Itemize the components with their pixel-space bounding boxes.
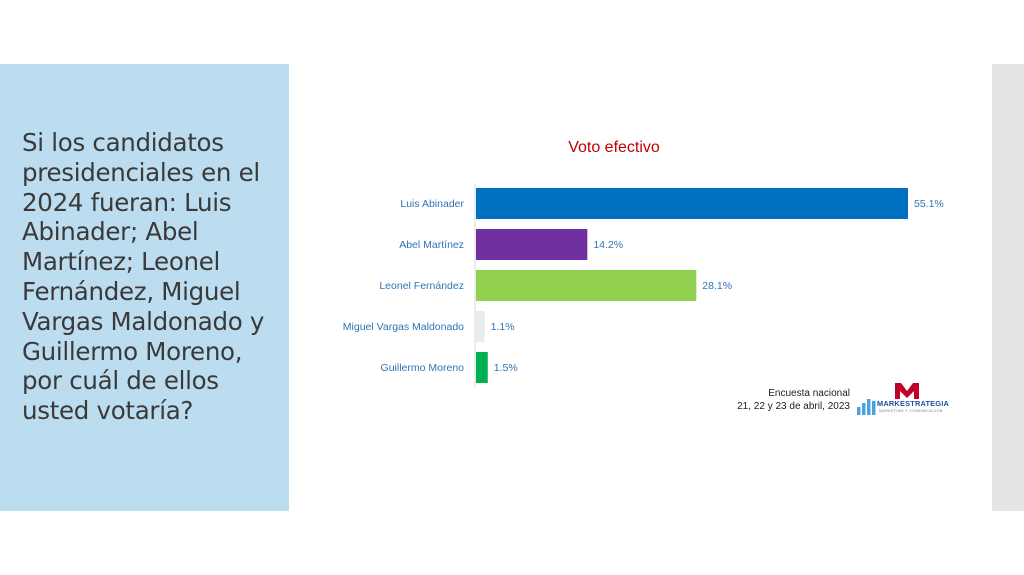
- category-label: Luis Abinader: [400, 198, 464, 210]
- bar: [476, 311, 485, 342]
- bar: [476, 229, 588, 260]
- value-label: 14.2%: [593, 239, 623, 251]
- source-line-2: 21, 22 y 23 de abril, 2023: [737, 401, 850, 412]
- markestrategia-logo: MARKESTRATEGIA MARKETING Y COMUNICACION: [855, 381, 955, 421]
- value-label: 1.1%: [491, 321, 515, 333]
- side-strip: [992, 64, 1024, 511]
- logo-name: MARKESTRATEGIA: [877, 399, 950, 408]
- survey-source: Encuesta nacional 21, 22 y 23 de abril, …: [700, 387, 850, 413]
- source-line-1: Encuesta nacional: [768, 388, 850, 399]
- category-label: Guillermo Moreno: [381, 362, 465, 374]
- value-label: 1.5%: [494, 362, 518, 374]
- category-label: Leonel Fernández: [379, 280, 464, 292]
- logo-tagline: MARKETING Y COMUNICACION: [879, 409, 943, 413]
- question-text: Si los candidatos presidenciales en el 2…: [22, 128, 265, 426]
- category-label: Miguel Vargas Maldonado: [343, 321, 464, 333]
- value-label: 55.1%: [914, 198, 944, 210]
- category-label: Abel Martínez: [399, 239, 464, 251]
- bar-chart: Luis Abinader 55.1% Abel Martínez 14.2% Leon…: [343, 184, 944, 387]
- value-label: 28.1%: [702, 280, 732, 292]
- bar: [476, 270, 697, 301]
- question-panel: [0, 64, 289, 511]
- bar: [476, 188, 908, 219]
- bar: [476, 352, 488, 383]
- chart-title: Voto efectivo: [568, 139, 660, 156]
